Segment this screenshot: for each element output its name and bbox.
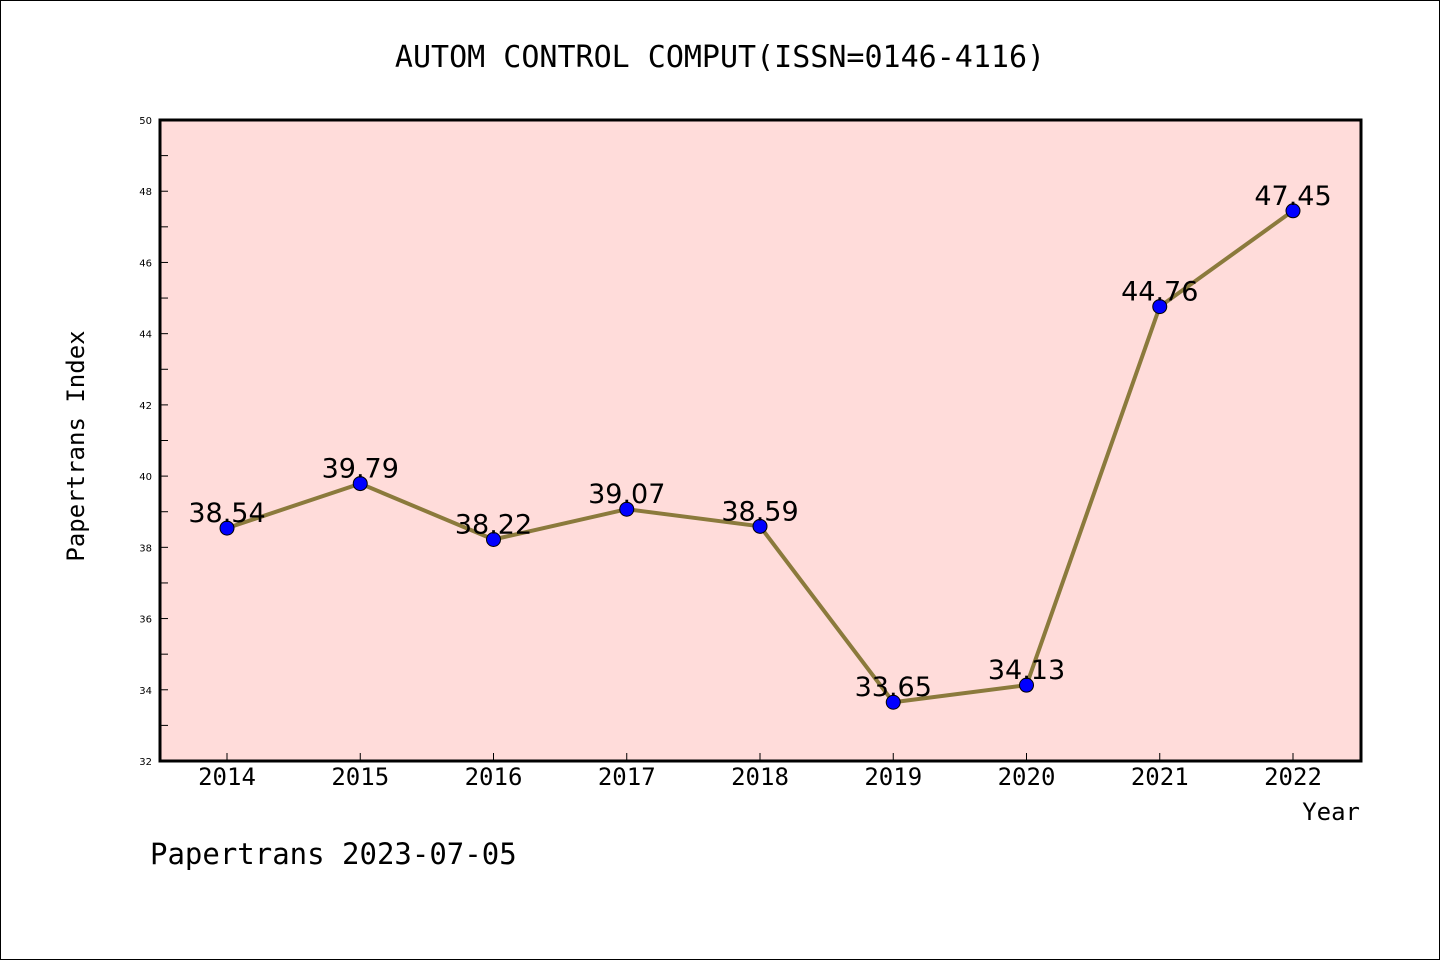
footer-text: Papertrans 2023-07-05 — [150, 837, 517, 871]
data-point — [486, 531, 501, 547]
y-tick-label: 46 — [139, 258, 152, 269]
data-point — [352, 476, 368, 492]
data-labels: 38.54 39.79 38.22 39.07 38.59 33.65 34.13 44.76… — [188, 181, 1331, 703]
data-label: 38.54 — [188, 498, 265, 529]
y-tick-label: 34 — [139, 686, 152, 697]
data-label: 47.45 — [1254, 181, 1331, 212]
data-point — [752, 518, 768, 534]
data-label: 39.79 — [322, 454, 399, 485]
data-point — [219, 520, 235, 536]
data-point — [1152, 299, 1168, 315]
plot-area — [160, 120, 1361, 761]
x-tick-label: 2017 — [598, 763, 656, 791]
data-label: 33.65 — [855, 672, 932, 703]
y-tick-label: 44 — [139, 330, 152, 341]
y-tick-label: 48 — [139, 187, 152, 198]
x-axis-label: Year — [1302, 798, 1360, 826]
data-label: 38.22 — [455, 509, 532, 540]
x-tick-label: 2014 — [198, 763, 256, 791]
y-tick-label: 32 — [139, 757, 152, 768]
y-axis-label: Papertrans Index — [62, 330, 90, 561]
data-label: 34.13 — [988, 655, 1065, 686]
y-tick-label: 36 — [139, 615, 152, 626]
x-tick-label: 2016 — [465, 763, 523, 791]
y-tick-label: 42 — [139, 401, 152, 412]
data-point — [1285, 203, 1301, 219]
data-label: 39.07 — [588, 479, 665, 510]
x-tick-label: 2019 — [864, 763, 922, 791]
y-tick-label: 40 — [139, 472, 152, 483]
x-tick-label: 2022 — [1264, 763, 1322, 791]
data-label: 38.59 — [721, 496, 798, 527]
y-axis-ticks: 32 34 36 38 40 42 44 46 48 50 — [139, 116, 168, 768]
plot-border — [158, 118, 1363, 763]
x-tick-label: 2020 — [998, 763, 1056, 791]
x-tick-label: 2018 — [731, 763, 789, 791]
x-axis-ticks: 2014 2015 2016 2017 2018 2019 2020 2021 2022 — [198, 753, 1322, 791]
y-tick-label: 50 — [139, 116, 152, 127]
y-tick-label: 38 — [139, 543, 152, 554]
data-label: 44.76 — [1121, 277, 1198, 308]
x-tick-label: 2015 — [331, 763, 389, 791]
data-markers — [219, 203, 1301, 710]
data-point — [885, 694, 901, 710]
data-point — [619, 501, 635, 517]
data-point — [1019, 677, 1034, 693]
chart-title: AUTOM CONTROL COMPUT(ISSN=0146-4116) — [395, 40, 1045, 75]
x-tick-label: 2021 — [1131, 763, 1189, 791]
